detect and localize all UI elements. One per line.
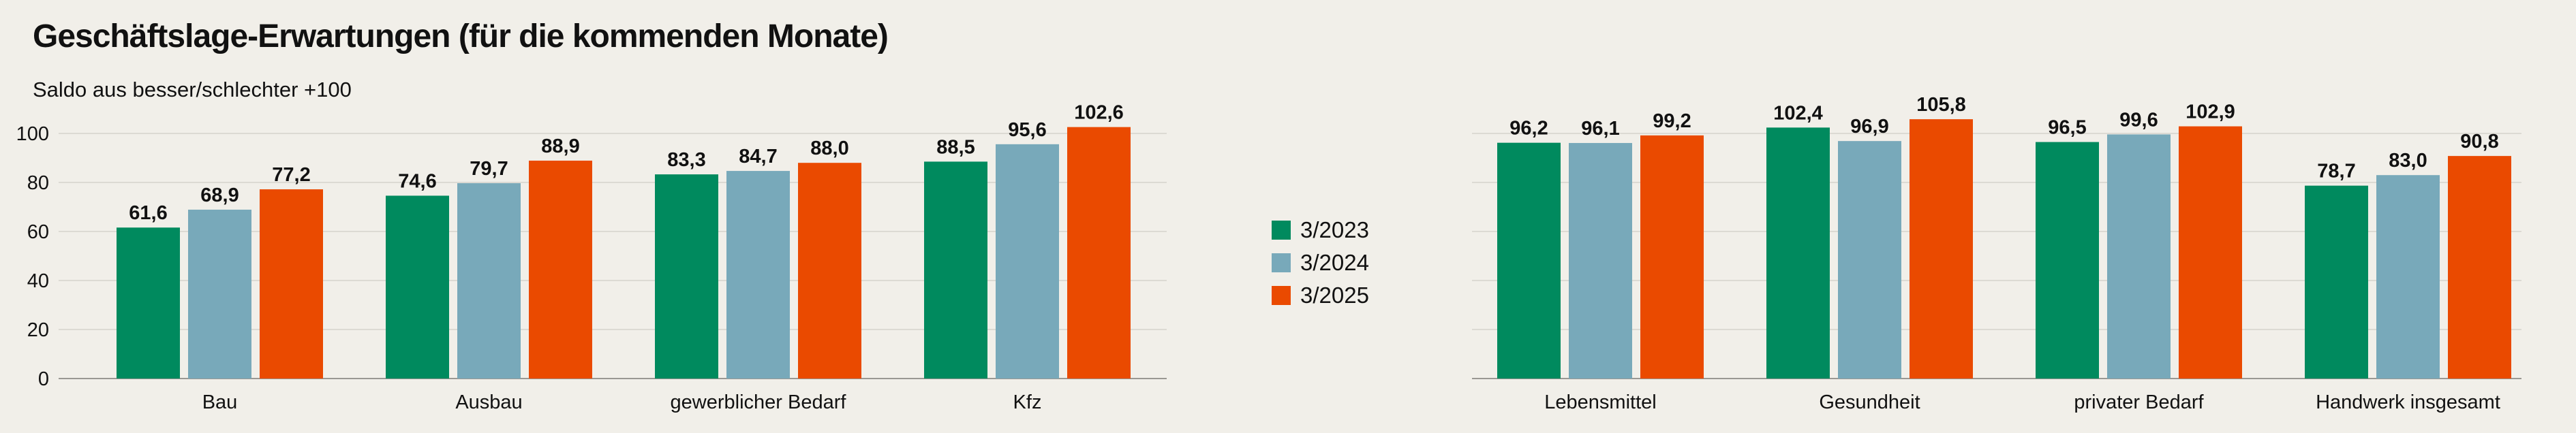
data-label: 96,9	[1850, 116, 1888, 138]
data-label: 83,3	[667, 149, 705, 171]
bar-kfz-3-2025	[1067, 127, 1131, 379]
y-tick-label: 100	[16, 123, 49, 145]
data-label: 68,9	[200, 185, 239, 206]
bar-lebensmittel-3-2023	[1497, 142, 1561, 379]
bar-kfz-3-2024	[996, 144, 1059, 379]
legend-item-2025: 3/2025	[1272, 279, 1369, 312]
data-label: 102,6	[1074, 102, 1124, 124]
bar-gewerblicher-bedarf-3-2023	[655, 174, 718, 379]
bar-gesundheit-3-2023	[1766, 127, 1830, 379]
bar-kfz-3-2023	[924, 161, 987, 379]
data-label: 102,9	[2186, 101, 2235, 123]
legend-label-2023: 3/2023	[1300, 217, 1369, 242]
bar-bau-3-2023	[117, 227, 180, 379]
legend-item-2023: 3/2023	[1272, 214, 1369, 246]
x-tick-label-kfz: Kfz	[1013, 391, 1042, 413]
data-label: 95,6	[1008, 119, 1046, 141]
legend-swatch-2023	[1272, 221, 1291, 240]
bar-gewerblicher-bedarf-3-2025	[798, 163, 861, 379]
y-tick-label: 0	[38, 368, 49, 390]
data-label: 77,2	[272, 164, 310, 186]
bar-bau-3-2024	[188, 209, 251, 379]
data-label: 90,8	[2460, 131, 2498, 153]
y-tick-label: 20	[27, 319, 49, 341]
y-tick-label: 80	[27, 172, 49, 194]
bar-handwerk-insgesamt-3-2025	[2448, 156, 2511, 379]
legend-swatch-2025	[1272, 286, 1291, 305]
chart-panel-right: 96,2 96,1 99,2 Lebensmittel 102,4 96,9 105,8 Ge…	[1472, 94, 2521, 413]
bar-ausbau-3-2024	[457, 183, 521, 379]
x-tick-label-bau: Bau	[202, 391, 238, 413]
data-label: 79,7	[470, 158, 508, 180]
data-label: 88,9	[541, 135, 579, 157]
x-tick-label-handwerk-insgesamt: Handwerk insgesamt	[2316, 391, 2500, 413]
data-label: 96,2	[1509, 118, 1548, 140]
bar-lebensmittel-3-2024	[1569, 143, 1632, 379]
bar-privater-bedarf-3-2025	[2179, 126, 2242, 379]
bar-gesundheit-3-2024	[1838, 141, 1901, 379]
x-tick-label-ausbau: Ausbau	[455, 391, 522, 413]
data-label: 61,6	[129, 202, 167, 224]
legend-label-2025: 3/2025	[1300, 283, 1369, 308]
data-label: 96,5	[2048, 117, 2086, 139]
bar-lebensmittel-3-2025	[1640, 135, 1704, 379]
legend-label-2024: 3/2024	[1300, 250, 1369, 275]
x-tick-label-privater-bedarf: privater Bedarf	[2074, 391, 2204, 413]
data-label: 88,5	[936, 136, 975, 158]
data-label: 96,1	[1581, 118, 1619, 140]
data-label: 99,6	[2119, 109, 2158, 131]
bar-privater-bedarf-3-2024	[2107, 134, 2171, 379]
chart-panel-left: 0 20 40 60 80 100 61,6 68,9 77,2 Bau 74,6 79,7 88,9 A…	[16, 102, 1167, 413]
x-tick-label-lebensmittel: Lebensmittel	[1544, 391, 1656, 413]
data-label: 78,7	[2317, 161, 2355, 182]
data-label: 74,6	[398, 170, 436, 192]
bar-handwerk-insgesamt-3-2024	[2376, 175, 2440, 379]
bar-gewerblicher-bedarf-3-2024	[726, 171, 790, 379]
legend: 3/2023 3/2024 3/2025	[1272, 214, 1369, 312]
data-label: 83,0	[2389, 150, 2427, 172]
y-tick-label: 40	[27, 270, 49, 292]
chart-subtitle: Saldo aus besser/schlechter +100	[33, 78, 352, 101]
x-tick-label-gesundheit: Gesundheit	[1819, 391, 1920, 413]
legend-item-2024: 3/2024	[1272, 246, 1369, 279]
chart-title: Geschäftslage-Erwartungen (für die komme…	[33, 18, 889, 54]
bar-ausbau-3-2025	[529, 160, 592, 379]
data-label: 84,7	[739, 146, 777, 167]
y-tick-label: 60	[27, 221, 49, 243]
bar-gesundheit-3-2025	[1910, 119, 1973, 379]
bar-handwerk-insgesamt-3-2023	[2305, 185, 2368, 379]
data-label: 105,8	[1916, 94, 1966, 116]
data-label: 99,2	[1653, 110, 1691, 132]
data-label: 102,4	[1773, 102, 1823, 124]
data-label: 88,0	[810, 138, 848, 159]
legend-swatch-2024	[1272, 253, 1291, 272]
bar-bau-3-2025	[260, 189, 323, 379]
bar-ausbau-3-2023	[386, 195, 449, 379]
x-tick-label-gewerblicher-bedarf: gewerblicher Bedarf	[671, 391, 847, 413]
bar-privater-bedarf-3-2023	[2036, 142, 2099, 379]
